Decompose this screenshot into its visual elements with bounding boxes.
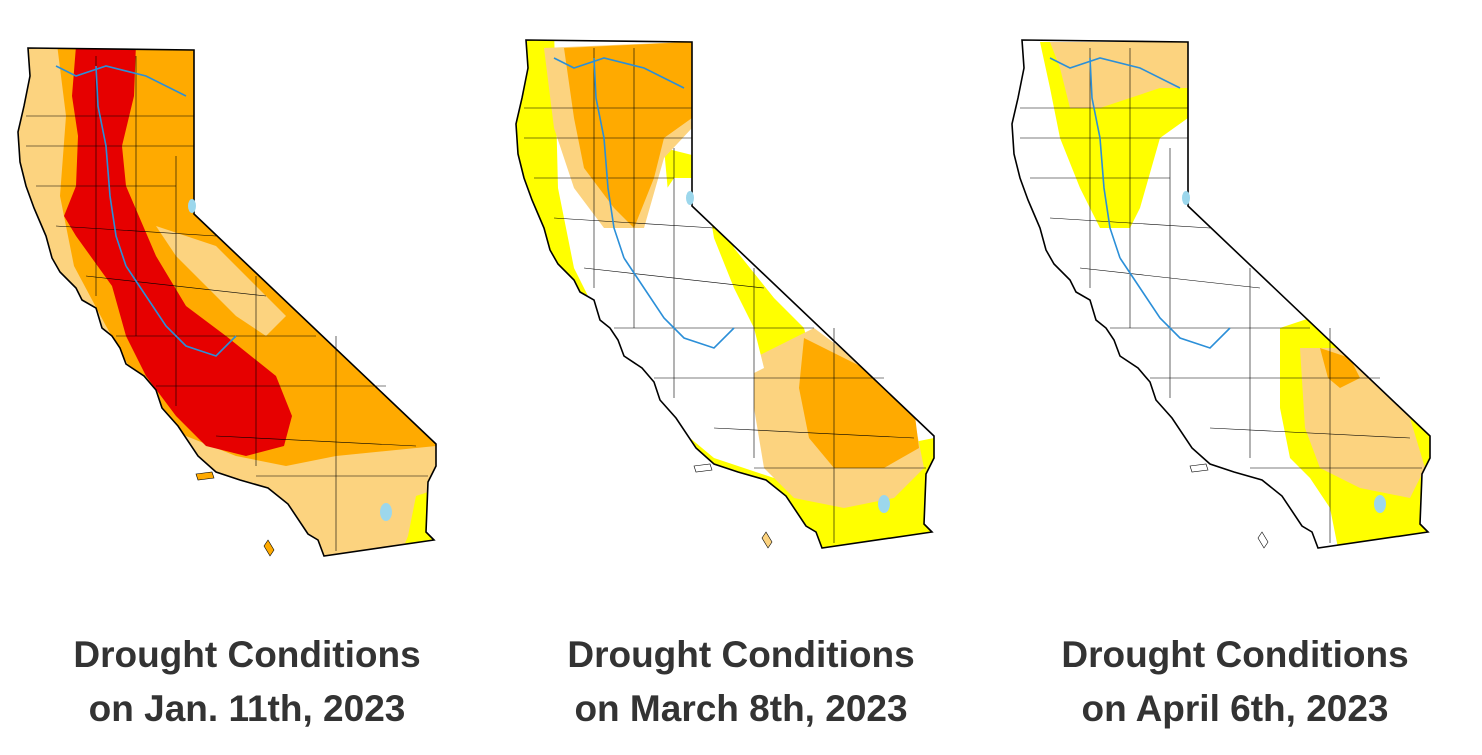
d1-north [1050, 42, 1188, 108]
caption-line-1: Drought Conditions [567, 634, 915, 675]
d1-southeast [1300, 348, 1425, 498]
d2-south [799, 338, 919, 468]
california-drought-map-april [1011, 39, 1431, 549]
d1-east [156, 226, 286, 336]
california-drought-map-march [515, 39, 935, 549]
map-panel-march: Drought Conditions on March 8th, 2023 [494, 0, 988, 755]
d3-core [64, 48, 292, 456]
caption-line-1: Drought Conditions [1061, 634, 1409, 675]
map-caption-march: Drought Conditions on March 8th, 2023 [494, 628, 988, 736]
map-caption-jan: Drought Conditions on Jan. 11th, 2023 [0, 628, 494, 736]
map-panel-jan: Drought Conditions on Jan. 11th, 2023 [0, 0, 494, 755]
caption-line-2: on March 8th, 2023 [574, 688, 908, 729]
california-drought-map-jan [17, 47, 437, 557]
caption-line-2: on April 6th, 2023 [1081, 688, 1389, 729]
map-panel-april: Drought Conditions on April 6th, 2023 [988, 0, 1482, 755]
map-caption-april: Drought Conditions on April 6th, 2023 [988, 628, 1482, 736]
caption-line-2: on Jan. 11th, 2023 [88, 688, 406, 729]
caption-line-1: Drought Conditions [73, 634, 421, 675]
